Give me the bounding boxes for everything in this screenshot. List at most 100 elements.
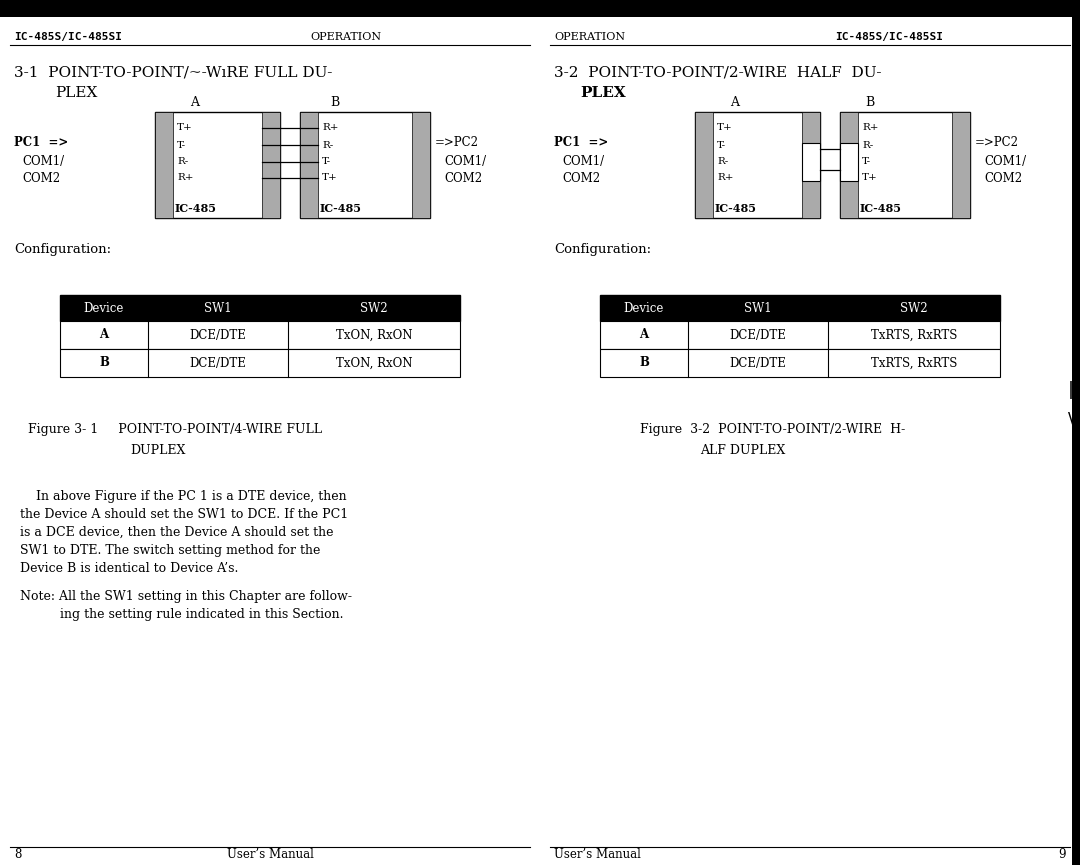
Text: 8: 8	[14, 849, 22, 862]
Text: =>PC2: =>PC2	[975, 137, 1020, 150]
Text: T+: T+	[177, 124, 192, 132]
Text: R+: R+	[717, 174, 733, 183]
Text: TxRTS, RxRTS: TxRTS, RxRTS	[870, 356, 957, 369]
Bar	[60, 321, 460, 349]
Text: Configuration:: Configuration:	[14, 244, 111, 257]
Text: OPERATION: OPERATION	[310, 32, 381, 42]
Bar	[156, 112, 280, 218]
Text: R-: R-	[717, 157, 728, 166]
Text: PLEX: PLEX	[55, 86, 97, 100]
Text: R+: R+	[322, 124, 338, 132]
Text: T+: T+	[717, 124, 732, 132]
Text: A: A	[190, 97, 200, 110]
Bar	[600, 321, 1000, 349]
Text: IC-485: IC-485	[175, 202, 217, 214]
Text: T+: T+	[862, 174, 878, 183]
Bar	[696, 112, 820, 218]
Text: R+: R+	[862, 124, 878, 132]
Text: R-: R-	[177, 157, 188, 166]
Text: IC-485: IC-485	[320, 202, 362, 214]
Text: R+: R+	[177, 174, 193, 183]
Text: Device: Device	[84, 302, 124, 315]
Text: B: B	[99, 356, 109, 369]
Text: DCE/DTE: DCE/DTE	[730, 329, 786, 342]
Text: OPERATION: OPERATION	[554, 32, 625, 42]
Text: ALF DUPLEX: ALF DUPLEX	[700, 444, 785, 457]
Bar	[0, 0, 540, 17]
Text: PLEX: PLEX	[580, 86, 625, 100]
Text: B: B	[639, 356, 649, 369]
Bar	[540, 0, 1080, 17]
Text: IC-485: IC-485	[715, 202, 757, 214]
Bar	[840, 112, 970, 218]
Text: SW1 to DTE. The switch setting method for the: SW1 to DTE. The switch setting method fo…	[21, 544, 321, 557]
Text: TxON, RxON: TxON, RxON	[336, 329, 413, 342]
Text: is a DCE device, then the Device A should set the: is a DCE device, then the Device A shoul…	[21, 526, 334, 539]
Bar	[411, 112, 430, 218]
Text: COM2: COM2	[984, 171, 1022, 184]
Text: TxON, RxON: TxON, RxON	[336, 356, 413, 369]
Text: R-: R-	[862, 140, 874, 150]
Text: Figure  3-2  POINT-TO-POINT/2-WIRE  H-: Figure 3-2 POINT-TO-POINT/2-WIRE H-	[640, 424, 905, 437]
Text: COM2: COM2	[562, 171, 600, 184]
Bar	[300, 112, 318, 218]
Text: T+: T+	[322, 174, 338, 183]
Text: A: A	[639, 329, 649, 342]
Text: COM1/: COM1/	[562, 155, 604, 168]
Text: User’s Manual: User’s Manual	[227, 849, 313, 862]
Text: the Device A should set the SW1 to DCE. If the PC1: the Device A should set the SW1 to DCE. …	[21, 508, 348, 521]
Bar	[60, 349, 460, 377]
Text: 9: 9	[1058, 849, 1066, 862]
Text: ing the setting rule indicated in this Section.: ing the setting rule indicated in this S…	[21, 608, 343, 621]
Bar	[802, 112, 820, 218]
Text: DUPLEX: DUPLEX	[130, 444, 186, 457]
Text: A: A	[730, 97, 740, 110]
Text: Note: All the SW1 setting in this Chapter are follow-: Note: All the SW1 setting in this Chapte…	[21, 590, 352, 603]
Text: DCE/DTE: DCE/DTE	[730, 356, 786, 369]
Text: Device B is identical to Device A’s.: Device B is identical to Device A’s.	[21, 562, 239, 575]
Text: TxRTS, RxRTS: TxRTS, RxRTS	[870, 329, 957, 342]
Text: R-: R-	[322, 140, 334, 150]
Text: SW2: SW2	[361, 302, 388, 315]
Bar	[840, 112, 858, 218]
Bar	[600, 295, 1000, 321]
Text: 3-2  POINT-TO-POINT/2-WIRE  HALF  DU-: 3-2 POINT-TO-POINT/2-WIRE HALF DU-	[554, 65, 881, 79]
Text: DCE/DTE: DCE/DTE	[190, 356, 246, 369]
Text: IC-485: IC-485	[860, 202, 902, 214]
Text: SW1: SW1	[204, 302, 232, 315]
Text: T-: T-	[862, 157, 872, 166]
Text: IC-485S/IC-485SI: IC-485S/IC-485SI	[835, 32, 943, 42]
Text: IC-485S/IC-485SI: IC-485S/IC-485SI	[14, 32, 122, 42]
Text: B: B	[330, 97, 339, 110]
Text: In above Figure if the PC 1 is a DTE device, then: In above Figure if the PC 1 is a DTE dev…	[21, 490, 347, 503]
Text: Configuration:: Configuration:	[554, 244, 651, 257]
Text: COM1/: COM1/	[984, 155, 1026, 168]
Text: PC1  =>: PC1 =>	[14, 137, 68, 150]
Bar	[802, 143, 820, 181]
Text: T-: T-	[177, 140, 186, 150]
Bar	[951, 112, 970, 218]
Text: DCE/DTE: DCE/DTE	[190, 329, 246, 342]
Text: T-: T-	[322, 157, 332, 166]
Text: COM1/: COM1/	[444, 155, 486, 168]
Bar	[600, 349, 1000, 377]
Text: Device: Device	[624, 302, 664, 315]
Text: SW1: SW1	[744, 302, 772, 315]
Text: Figure 3- 1     POINT-TO-POINT/4-WIRE FULL: Figure 3- 1 POINT-TO-POINT/4-WIRE FULL	[28, 424, 322, 437]
Text: PC1  =>: PC1 =>	[554, 137, 608, 150]
Text: A: A	[99, 329, 109, 342]
Text: B: B	[865, 97, 875, 110]
Bar	[1072, 0, 1080, 865]
Text: SW2: SW2	[901, 302, 928, 315]
Bar	[60, 295, 460, 321]
Text: COM2: COM2	[22, 171, 60, 184]
Bar	[156, 112, 173, 218]
Text: COM1/: COM1/	[22, 155, 64, 168]
Bar	[262, 112, 280, 218]
Text: COM2: COM2	[444, 171, 482, 184]
Text: \: \	[1068, 411, 1075, 429]
Text: =>PC2: =>PC2	[435, 137, 480, 150]
Text: 3-1  POINT-TO-POINT/~-WıRE FULL DU-: 3-1 POINT-TO-POINT/~-WıRE FULL DU-	[14, 65, 333, 79]
Bar	[300, 112, 430, 218]
Bar	[696, 112, 713, 218]
